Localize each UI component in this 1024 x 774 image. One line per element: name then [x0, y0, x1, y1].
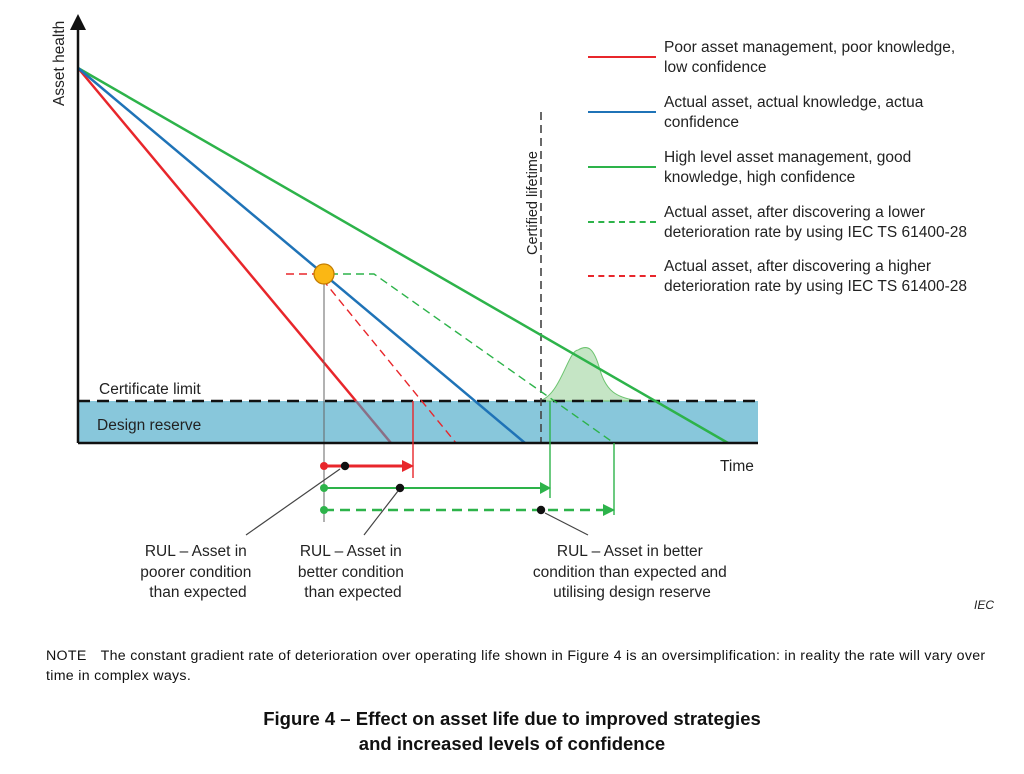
note-text: The constant gradient rate of deteriorat…	[46, 648, 986, 684]
legend-swatch-green-solid	[588, 166, 656, 168]
y-axis-arrow-icon	[70, 14, 86, 30]
asset-life-diagram: Design reserve Certificate limit Certifi…	[51, 14, 758, 601]
actual-asset-line	[77, 67, 526, 444]
legend-item-poor-management: Poor asset management, poor knowledge, lo…	[588, 38, 1018, 82]
caption-line-2: and increased levels of confidence	[358, 733, 666, 754]
lower-rate-dashed-line	[330, 273, 615, 444]
figure-note: NOTE The constant gradient rate of deteri…	[46, 646, 1002, 686]
annotation-poorer-condition: RUL – Asset in poorer condition than exp…	[140, 543, 255, 601]
rul-green-dashed-start-dot	[320, 506, 328, 514]
rul-green-start-dot	[320, 484, 328, 492]
certified-lifetime-label: Certified lifetime	[525, 151, 541, 255]
certificate-limit-label: Certificate limit	[99, 381, 201, 398]
pointer-poorer-condition	[245, 468, 341, 536]
iec-mark: IEC	[974, 598, 995, 612]
rul-arrow-red-head-icon	[402, 460, 414, 472]
legend-item-lower-rate: Actual asset, after discovering a lower d…	[588, 203, 1018, 247]
legend-swatch-red-dashed	[588, 275, 656, 277]
legend-swatch-green-dashed	[588, 221, 656, 223]
legend-label: Actual asset, after discovering a higher…	[664, 258, 968, 295]
legend-label: Actual asset, actual knowledge, actua con…	[664, 94, 924, 131]
rul-green-black-dot	[395, 483, 405, 493]
legend-item-high-level-management: High level asset management, good knowled…	[588, 148, 1018, 192]
design-reserve-label: Design reserve	[97, 417, 201, 434]
legend-label: Poor asset management, poor knowledge, lo…	[664, 39, 956, 76]
poor-management-line	[77, 67, 357, 402]
legend-swatch-blue-solid	[588, 111, 656, 113]
rul-green-dashed-black-dot	[536, 505, 546, 515]
pointer-design-reserve	[544, 512, 589, 536]
annotation-design-reserve: RUL – Asset in better condition than exp…	[533, 543, 731, 601]
rul-arrow-green-head-icon	[540, 482, 551, 494]
rul-red-black-dot	[340, 461, 350, 471]
x-axis-label: Time	[720, 458, 754, 475]
legend-label: Actual asset, after discovering a lower d…	[664, 204, 968, 241]
rul-red-start-dot	[320, 462, 328, 470]
figure-caption: Figure 4 – Effect on asset life due to i…	[0, 706, 1024, 756]
legend-item-higher-rate: Actual asset, after discovering a higher…	[588, 257, 1018, 301]
probability-distribution-curve	[537, 347, 641, 402]
design-reserve-band	[78, 401, 758, 443]
pointer-better-condition	[363, 490, 399, 536]
rul-arrow-green-dashed-head-icon	[603, 504, 615, 516]
note-tag: NOTE	[46, 648, 87, 664]
poor-management-line-reserve	[355, 400, 392, 444]
annotation-better-condition: RUL – Asset in better condition than exp…	[298, 543, 408, 601]
inspection-point-marker	[313, 263, 335, 285]
legend-swatch-red-solid	[588, 56, 656, 58]
y-axis-label: Asset health	[51, 21, 68, 106]
legend-label: High level asset management, good knowled…	[664, 149, 912, 186]
high-level-management-line	[77, 66, 729, 445]
caption-line-1: Figure 4 – Effect on asset life due to i…	[263, 708, 761, 729]
legend-item-actual-asset: Actual asset, actual knowledge, actua con…	[588, 93, 1018, 137]
